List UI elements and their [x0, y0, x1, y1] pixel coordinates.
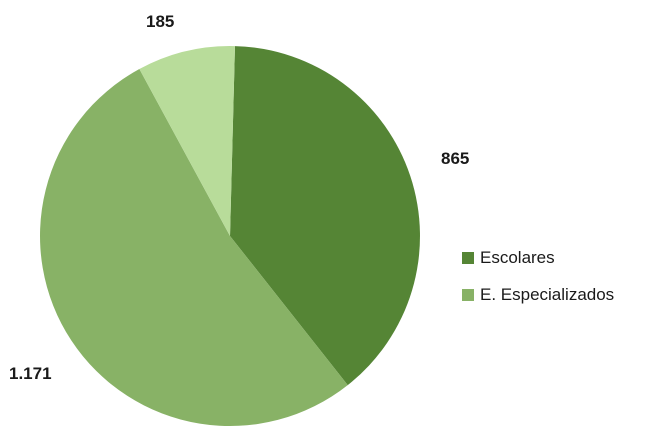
pie-slice-third — [139, 46, 235, 236]
data-label-especializados: 1.171 — [9, 364, 52, 383]
legend-label-especializados: E. Especializados — [480, 285, 615, 304]
pie-slice-especializados — [40, 69, 348, 426]
data-label-third-slice: 185 — [146, 12, 175, 31]
legend-item-especializados: E. Especializados — [462, 282, 614, 308]
legend-label-escolares: Escolares — [480, 248, 555, 267]
chart-legend: Escolares E. Especializados — [462, 245, 614, 319]
legend-swatch-escolares — [462, 252, 474, 264]
legend-swatch-especializados — [462, 289, 474, 301]
data-label-escolares: 865 — [441, 149, 470, 168]
legend-item-escolares: Escolares — [462, 245, 614, 271]
pie-slice-escolares — [230, 46, 420, 386]
